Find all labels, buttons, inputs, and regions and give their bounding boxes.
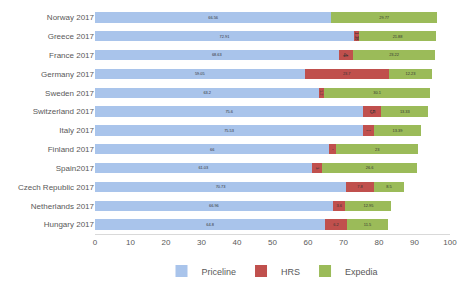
svg-text:Finland 2017: Finland 2017 (48, 145, 95, 154)
svg-text:30: 30 (197, 238, 206, 247)
svg-text:2.98: 2.98 (366, 129, 371, 131)
svg-text:France 2017: France 2017 (49, 51, 94, 60)
svg-text:3: 3 (315, 167, 320, 170)
svg-text:70.73: 70.73 (216, 184, 226, 189)
svg-text:61.03: 61.03 (198, 165, 208, 170)
svg-text:Switzerland 2017: Switzerland 2017 (33, 107, 95, 116)
svg-text:Italy 2017: Italy 2017 (59, 126, 94, 135)
svg-text:HRS: HRS (281, 267, 300, 277)
svg-text:12.95: 12.95 (364, 203, 375, 208)
svg-text:2: 2 (332, 148, 333, 150)
svg-text:50: 50 (268, 238, 277, 247)
svg-text:60: 60 (304, 238, 313, 247)
svg-text:Spain2017: Spain2017 (56, 164, 95, 173)
svg-text:6.2: 6.2 (333, 222, 338, 227)
svg-text:66.96: 66.96 (209, 203, 219, 208)
svg-text:1.2: 1.2 (319, 90, 323, 95)
svg-text:1.38: 1.38 (354, 32, 359, 41)
svg-text:4: 4 (341, 53, 350, 57)
svg-text:30.1: 30.1 (373, 90, 381, 95)
svg-text:72.91: 72.91 (220, 34, 230, 39)
svg-text:7.8: 7.8 (357, 184, 362, 189)
svg-text:64.8: 64.8 (206, 222, 214, 227)
svg-text:100: 100 (443, 238, 457, 247)
svg-text:Greece 2017: Greece 2017 (48, 32, 95, 41)
svg-text:0: 0 (93, 238, 98, 247)
svg-text:90: 90 (410, 238, 419, 247)
svg-text:75.53: 75.53 (224, 128, 234, 133)
svg-text:23: 23 (375, 147, 379, 152)
svg-text:5: 5 (368, 109, 377, 114)
svg-text:75.6: 75.6 (225, 109, 233, 114)
svg-text:66.56: 66.56 (208, 15, 218, 20)
svg-text:13.33: 13.33 (400, 109, 410, 114)
svg-text:12.23: 12.23 (406, 71, 416, 76)
svg-text:59.05: 59.05 (195, 71, 206, 76)
svg-text:8.5: 8.5 (386, 184, 392, 189)
svg-text:Norway 2017: Norway 2017 (47, 13, 95, 22)
svg-text:23.7: 23.7 (343, 71, 351, 76)
svg-text:66: 66 (210, 147, 214, 152)
svg-text:11.5: 11.5 (364, 222, 372, 227)
svg-text:Expedia: Expedia (345, 267, 378, 277)
svg-text:68.63: 68.63 (212, 52, 222, 57)
svg-text:20: 20 (162, 238, 171, 247)
svg-text:3.6: 3.6 (336, 203, 341, 208)
svg-text:23.22: 23.22 (389, 52, 399, 57)
svg-text:70: 70 (339, 238, 348, 247)
svg-text:Netherlands 2017: Netherlands 2017 (31, 202, 95, 211)
svg-text:Germany 2017: Germany 2017 (41, 70, 94, 79)
svg-text:13.39: 13.39 (393, 128, 403, 133)
svg-text:Czech Republic 2017: Czech Republic 2017 (18, 183, 95, 192)
svg-text:Hungary 2017: Hungary 2017 (44, 220, 95, 229)
svg-text:26.6: 26.6 (366, 165, 374, 170)
svg-text:21.88: 21.88 (393, 34, 403, 39)
svg-text:Priceline: Priceline (202, 267, 237, 277)
svg-text:10: 10 (126, 238, 135, 247)
svg-text:80: 80 (375, 238, 384, 247)
svg-text:29.77: 29.77 (379, 15, 389, 20)
svg-text:40: 40 (233, 238, 242, 247)
svg-text:63.2: 63.2 (203, 90, 211, 95)
svg-text:Sweden 2017: Sweden 2017 (45, 89, 94, 98)
